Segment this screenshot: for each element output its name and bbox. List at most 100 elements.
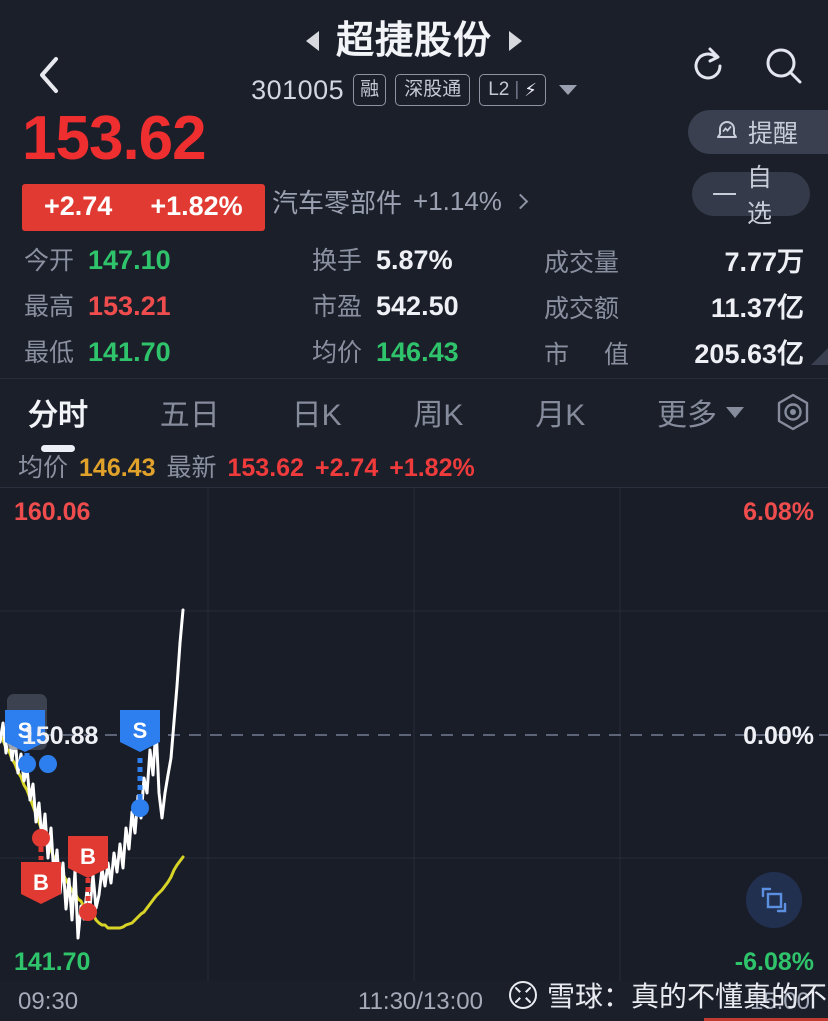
legend-ma-value: 146.43	[79, 454, 156, 482]
search-icon[interactable]	[762, 44, 806, 88]
tab-daily-k[interactable]: 日K	[291, 399, 342, 432]
change-badge: +2.74 +1.82%	[22, 184, 265, 231]
legend-last-value: 153.62	[227, 454, 304, 482]
axis-mid-price: 150.88	[22, 722, 99, 750]
settings-hex-icon	[777, 393, 809, 431]
stat-row: 最低 141.70	[24, 333, 284, 369]
minus-icon: 一	[712, 182, 738, 210]
time-close: 15:00	[749, 988, 810, 1015]
stat-row: 成交量 7.77万	[544, 240, 804, 279]
level2-separator: |	[514, 79, 520, 100]
stat-value: 146.43	[376, 337, 459, 367]
sector-name: 汽车零部件	[272, 188, 403, 218]
chevron-down-icon[interactable]	[558, 85, 577, 95]
trade-marker-sell-2: S	[120, 710, 160, 817]
chart-canvas: S S B B 160.06 150.88	[0, 488, 828, 982]
stat-value: 7.77万	[724, 246, 804, 277]
margin-trading-badge: 融	[353, 74, 387, 106]
tab-monthly-k[interactable]: 月K	[535, 399, 586, 432]
chevron-right-icon	[512, 193, 529, 210]
time-open: 09:30	[18, 988, 79, 1015]
watchlist-button[interactable]: 一 自选	[692, 164, 810, 228]
stat-label: 市 值	[544, 340, 643, 369]
stat-value: 5.87%	[376, 245, 453, 275]
page-title: 超捷股份	[335, 20, 492, 62]
stats-column-2: 换手 5.87% 市盈 542.50 均价 146.43	[284, 236, 544, 374]
stat-row: 均价 146.43	[284, 333, 544, 369]
watchlist-label: 自选	[747, 164, 773, 228]
price-line	[0, 608, 185, 940]
bell-icon	[716, 121, 737, 138]
tab-more-label: 更多	[657, 399, 718, 432]
axis-low-price: 141.70	[14, 948, 90, 976]
stat-row: 最高 153.21	[24, 287, 284, 323]
tab-label: 分时	[28, 399, 88, 432]
intraday-chart[interactable]: S S B B 160.06 150.88	[0, 487, 828, 982]
chart-legend: 均价 146.43 最新 153.62 +2.74 +1.82%	[18, 448, 475, 484]
section-divider	[0, 378, 828, 379]
trade-marker-sell-1: S	[5, 694, 57, 773]
watermark-text: 雪球：真的不懂真的不会	[547, 981, 828, 1012]
axis-low-percent: -6.08%	[735, 948, 814, 976]
tab-more[interactable]: 更多	[651, 390, 750, 434]
chart-settings-button[interactable]	[772, 391, 814, 433]
stat-value: 153.21	[88, 291, 171, 321]
price-alert-label: 提醒	[747, 120, 798, 148]
stat-label: 最低	[24, 339, 75, 367]
tab-active-indicator	[41, 445, 75, 452]
stat-value: 542.50	[376, 291, 459, 321]
level2-badge[interactable]: L2 | ⚡	[479, 74, 546, 106]
sector-change: +1.14%	[413, 186, 502, 216]
legend-change-percent: +1.82%	[389, 454, 475, 482]
prev-stock-button[interactable]	[305, 31, 319, 51]
stat-label: 均价	[312, 339, 363, 367]
expand-chart-icon	[761, 887, 787, 913]
stock-code: 301005	[251, 74, 345, 105]
stat-value: 205.63亿	[694, 338, 804, 369]
watermark: 雪球：真的不懂真的不会	[508, 975, 828, 1015]
stat-label: 最高	[24, 293, 75, 321]
xueqiu-logo-icon	[509, 981, 537, 1009]
level2-label: L2	[488, 79, 510, 100]
marker-label: S	[133, 718, 148, 743]
time-mid: 11:30/13:00	[358, 988, 484, 1015]
chevron-down-icon	[726, 406, 745, 418]
tab-fenshi[interactable]: 分时	[22, 390, 94, 452]
stat-label: 市盈	[312, 293, 363, 321]
expand-chart-button[interactable]	[746, 872, 802, 928]
stat-value: 141.70	[88, 337, 171, 367]
tab-five-day[interactable]: 五日	[159, 399, 220, 432]
bottom-edge-accent	[704, 1018, 828, 1021]
stock-title-nav: 超捷股份	[0, 22, 828, 60]
trade-marker-buy-2: B	[68, 836, 108, 921]
change-percent: +1.82%	[150, 191, 243, 221]
tab-weekly-k[interactable]: 周K	[413, 399, 464, 432]
refresh-icon[interactable]	[686, 44, 730, 88]
next-stock-button[interactable]	[509, 31, 522, 51]
stat-label: 今开	[24, 247, 75, 275]
legend-ma-label: 均价	[18, 454, 69, 482]
price-alert-button[interactable]: 提醒	[688, 110, 828, 154]
resize-corner-icon	[811, 348, 828, 365]
back-button[interactable]	[18, 44, 80, 106]
price-block: 153.62 +2.74 +1.82%	[22, 108, 265, 231]
lightning-icon: ⚡	[524, 79, 537, 100]
legend-last-label: 最新	[166, 454, 217, 482]
stat-row: 市盈 542.50	[284, 287, 544, 323]
stat-label: 换手	[312, 247, 363, 275]
time-axis: 09:30 11:30/13:00 15:00	[0, 981, 828, 1021]
stat-label: 成交额	[544, 294, 620, 323]
app-header: 超捷股份 301005 融 深股通 L2 | ⚡ 153.62 +2.74 +1…	[0, 0, 828, 231]
stat-row: 换手 5.87%	[284, 241, 544, 277]
axis-mid-percent: 0.00%	[743, 722, 814, 750]
trade-marker-buy-1: B	[21, 829, 61, 904]
legend-change: +2.74	[314, 454, 379, 482]
stat-value: 11.37亿	[710, 292, 804, 323]
quote-stats-grid: 今开 147.10 最高 153.21 最低 141.70 换手 5.87% 市…	[0, 230, 828, 374]
sector-link[interactable]: 汽车零部件 +1.14%	[272, 183, 529, 220]
chevron-left-icon	[40, 57, 58, 93]
stat-row: 成交额 11.37亿	[544, 286, 804, 325]
stat-row: 市 值 205.63亿	[544, 332, 804, 371]
stats-column-3: 成交量 7.77万 成交额 11.37亿 市 值 205.63亿	[544, 236, 804, 374]
